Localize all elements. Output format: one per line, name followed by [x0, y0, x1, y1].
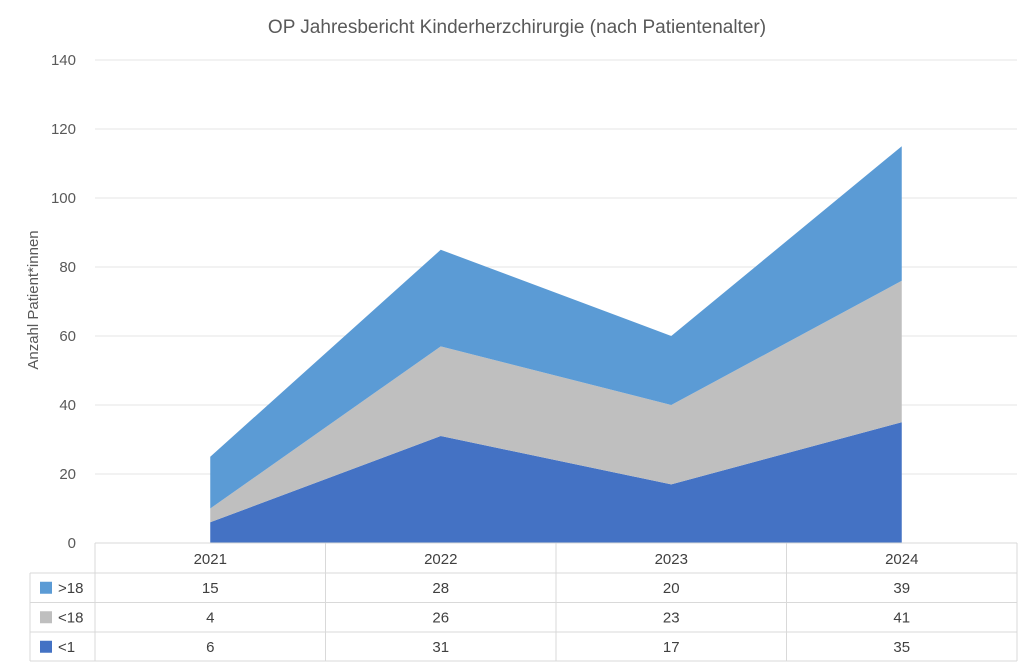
table-cell: 17 [663, 639, 680, 656]
y-tick-label: 120 [51, 121, 76, 138]
y-tick-label: 40 [59, 397, 76, 414]
table-cell: 20 [663, 580, 680, 597]
table-cell: 39 [893, 580, 910, 597]
area-series [210, 280, 902, 523]
plot-area [210, 146, 902, 543]
x-tick-label: 2021 [194, 551, 227, 568]
x-tick-label: 2023 [655, 551, 688, 568]
y-axis-ticks: 0 20 40 60 80 100 120 140 [51, 52, 76, 552]
legend-label: <18 [58, 609, 83, 626]
legend-swatch [40, 640, 52, 653]
y-tick-label: 20 [59, 466, 76, 483]
table-cell: 23 [663, 609, 680, 626]
table-cell: 15 [202, 580, 219, 597]
y-axis-label: Anzahl Patient*innen [25, 230, 42, 369]
table-cell: 4 [206, 609, 214, 626]
table-cell: 41 [893, 609, 910, 626]
chart-title: OP Jahresbericht Kinderherzchirurgie (na… [268, 17, 766, 38]
x-tick-label: 2024 [885, 551, 918, 568]
y-tick-label: 60 [59, 328, 76, 345]
y-tick-label: 100 [51, 190, 76, 207]
y-tick-label: 140 [51, 52, 76, 69]
area-series [210, 422, 902, 543]
legend-swatch [40, 611, 52, 624]
table-cell: 26 [432, 609, 449, 626]
legend-swatch [40, 581, 52, 594]
table-cell: 6 [206, 639, 214, 656]
y-tick-label: 0 [68, 535, 76, 552]
legend-label: >18 [58, 580, 83, 597]
table-cell: 35 [893, 639, 910, 656]
table-cell: 31 [432, 639, 449, 656]
legend-label: <1 [58, 639, 75, 656]
y-tick-label: 80 [59, 259, 76, 276]
data-table: 2021 2022 2023 2024 >18 15 28 20 39 <18 4 26 23 41 <1 6… [29, 542, 1018, 662]
area-series [210, 146, 902, 509]
table-cell: 28 [432, 580, 449, 597]
x-tick-label: 2022 [424, 551, 457, 568]
